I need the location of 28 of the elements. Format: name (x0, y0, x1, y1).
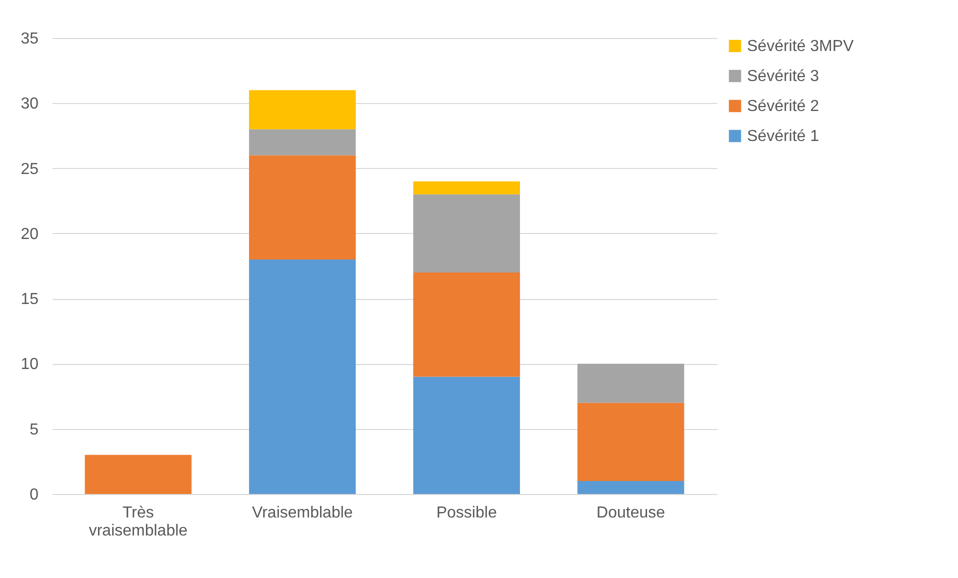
y-tick-label: 10 (20, 356, 39, 374)
legend-label: Sévérité 3 (747, 68, 820, 85)
y-tick-label: 15 (20, 291, 39, 308)
bar (413, 376, 520, 494)
bar (413, 194, 520, 273)
bar (249, 155, 356, 260)
y-tick-label: 20 (20, 226, 39, 243)
legend-label: Sévérité 3MPV (747, 38, 854, 55)
x-tick-label: Très vraisemblable (88, 504, 188, 540)
bar (84, 454, 192, 494)
bar (577, 364, 684, 403)
legend-label: Sévérité 2 (747, 98, 820, 115)
y-tick-label: 25 (20, 160, 39, 178)
bar (577, 480, 684, 494)
legend-label: Sévérité 1 (747, 128, 820, 145)
bar (577, 402, 684, 481)
bar (249, 90, 356, 130)
bar (413, 272, 520, 377)
x-tick-label: Vraisemblable (252, 504, 353, 522)
y-tick-label: 35 (20, 30, 39, 48)
x-tick-label: Douteuse (596, 504, 666, 522)
bar (249, 259, 356, 494)
x-tick-label: Possible (436, 504, 497, 522)
y-tick-label: 30 (20, 96, 39, 113)
y-tick-label: 5 (30, 421, 39, 438)
bar (249, 129, 356, 156)
y-tick-label: 0 (30, 486, 39, 504)
bar (413, 181, 520, 194)
